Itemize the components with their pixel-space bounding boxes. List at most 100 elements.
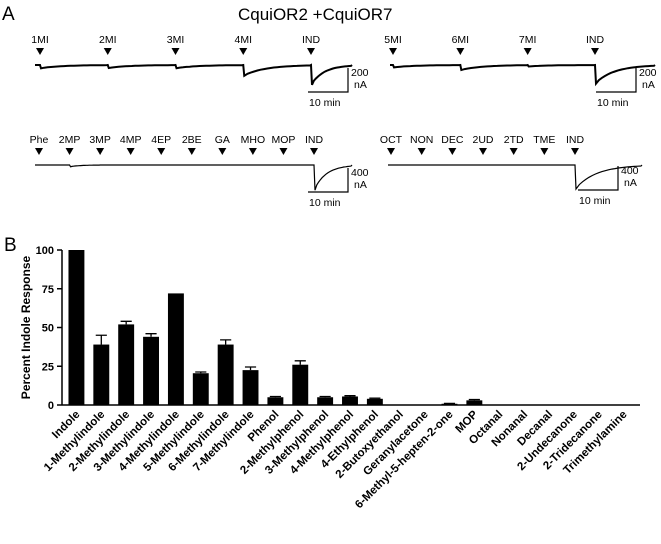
scale-time-label: 10 min bbox=[597, 97, 629, 109]
scale-current-label: 400 bbox=[351, 167, 369, 179]
stimulus-label: 6MI bbox=[452, 34, 470, 46]
stimulus-label: DEC bbox=[441, 134, 464, 146]
stimulus-marker-icon bbox=[540, 148, 549, 155]
stimulus-marker-icon bbox=[523, 48, 532, 55]
stimulus-label: IND bbox=[302, 34, 321, 46]
stimulus-label: MOP bbox=[271, 134, 295, 146]
stimulus-marker-icon bbox=[36, 48, 44, 55]
stimulus-marker-icon bbox=[239, 48, 248, 55]
bar bbox=[317, 397, 334, 405]
stimulus-label: 5MI bbox=[384, 34, 402, 46]
error-bar bbox=[468, 398, 480, 401]
scale-current-label: 400 bbox=[621, 165, 639, 177]
stimulus-marker-icon bbox=[571, 148, 579, 155]
error-bar bbox=[244, 366, 257, 371]
stimulus-label: 3MP bbox=[89, 134, 111, 146]
stimulus-label: 2UD bbox=[472, 134, 493, 146]
stimulus-marker-icon bbox=[157, 148, 166, 155]
error-bar bbox=[294, 360, 306, 365]
stimulus-marker-icon bbox=[479, 148, 487, 155]
scale-unit-label: nA bbox=[354, 79, 367, 91]
stimulus-marker-icon bbox=[65, 148, 74, 155]
stimulus-marker-icon bbox=[187, 148, 196, 155]
scale-current-label: 200 bbox=[639, 67, 657, 79]
stimulus-marker-icon bbox=[448, 148, 457, 155]
bar bbox=[242, 370, 259, 405]
stimulus-label: 3MI bbox=[167, 34, 185, 46]
stimulus-marker-icon bbox=[279, 148, 288, 155]
stimulus-marker-icon bbox=[248, 148, 257, 155]
stimulus-marker-icon bbox=[171, 48, 180, 55]
error-bar bbox=[220, 339, 232, 345]
stimulus-label: 2MI bbox=[99, 34, 117, 46]
stimulus-label: 4EP bbox=[151, 134, 171, 146]
bar bbox=[118, 324, 135, 405]
stimulus-label: Phe bbox=[30, 134, 49, 146]
current-trace-line bbox=[35, 164, 353, 191]
bar bbox=[292, 364, 309, 405]
y-tick-label: 25 bbox=[42, 361, 54, 373]
stimulus-marker-icon bbox=[310, 148, 318, 155]
stimulus-label: 2MP bbox=[59, 134, 81, 146]
error-bar bbox=[369, 397, 381, 399]
stimulus-marker-icon bbox=[456, 48, 465, 55]
bar bbox=[192, 373, 209, 405]
stimulus-label: NON bbox=[410, 134, 433, 146]
stimulus-marker-icon bbox=[387, 148, 395, 155]
stimulus-marker-icon bbox=[509, 148, 518, 155]
stimulus-label: 2TD bbox=[504, 134, 524, 146]
current-trace-line bbox=[35, 63, 353, 86]
stimulus-label: TME bbox=[533, 134, 555, 146]
error-bar bbox=[145, 333, 157, 337]
scale-unit-label: nA bbox=[642, 79, 655, 91]
stimulus-marker-icon bbox=[96, 148, 105, 155]
bar bbox=[68, 250, 85, 405]
error-bar bbox=[344, 395, 356, 397]
bar bbox=[167, 293, 184, 405]
scale-current-label: 200 bbox=[351, 67, 369, 79]
panel-b-label: B bbox=[4, 235, 17, 256]
y-tick-label: 75 bbox=[42, 284, 54, 296]
scale-unit-label: nA bbox=[354, 179, 367, 191]
error-bar bbox=[319, 395, 331, 398]
stimulus-label: 4MI bbox=[234, 34, 252, 46]
panel-a-title: CquiOR2 +CquiOR7 bbox=[238, 5, 393, 24]
error-bar bbox=[269, 395, 281, 398]
bar bbox=[366, 398, 383, 405]
panel-a-label: A bbox=[2, 4, 15, 25]
scale-unit-label: nA bbox=[624, 177, 637, 189]
stimulus-label: IND bbox=[586, 34, 605, 46]
stimulus-label: 2BE bbox=[182, 134, 202, 146]
stimulus-label: 4MP bbox=[120, 134, 142, 146]
bar bbox=[342, 396, 358, 405]
stimulus-label: 7MI bbox=[519, 34, 537, 46]
stimulus-label: OCT bbox=[380, 134, 403, 146]
stimulus-marker-icon bbox=[218, 148, 227, 155]
bar bbox=[267, 397, 284, 405]
stimulus-label: MHO bbox=[241, 134, 266, 146]
stimulus-label: IND bbox=[566, 134, 585, 146]
y-axis-label: Percent Indole Response bbox=[19, 255, 33, 399]
scale-bar bbox=[308, 68, 349, 93]
stimulus-marker-icon bbox=[103, 48, 112, 55]
stimulus-marker-icon bbox=[417, 148, 426, 155]
stimulus-marker-icon bbox=[591, 48, 599, 55]
scale-bar bbox=[578, 166, 619, 191]
y-tick-label: 0 bbox=[48, 400, 54, 412]
bar bbox=[143, 336, 160, 405]
stimulus-label: IND bbox=[305, 134, 324, 146]
error-bar bbox=[120, 320, 132, 325]
y-tick-label: 100 bbox=[36, 245, 54, 257]
scale-bar bbox=[308, 168, 349, 193]
stimulus-label: GA bbox=[215, 134, 230, 146]
scale-time-label: 10 min bbox=[309, 197, 341, 209]
y-tick-label: 50 bbox=[42, 323, 54, 335]
stimulus-marker-icon bbox=[126, 148, 135, 155]
